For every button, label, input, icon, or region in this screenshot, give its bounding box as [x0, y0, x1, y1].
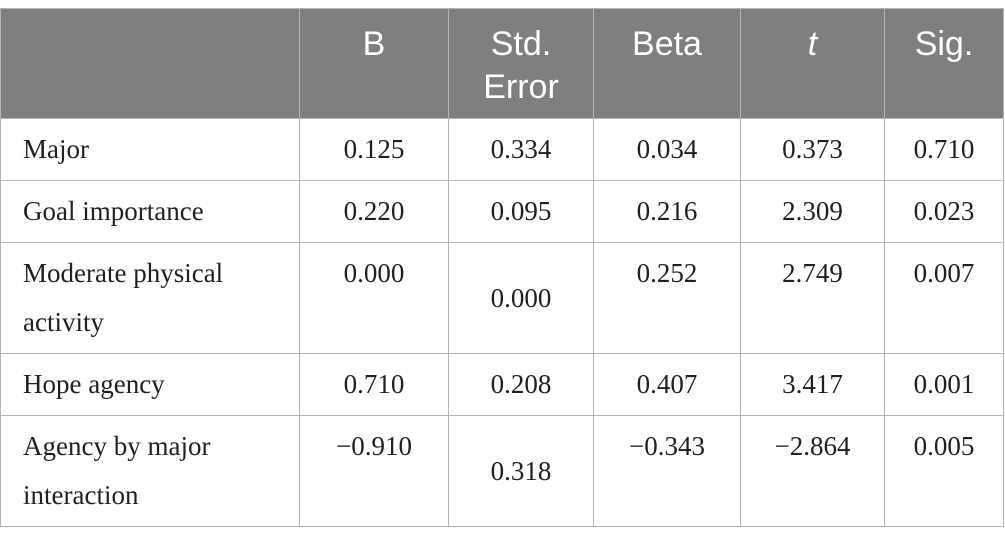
row-label: Goal importance — [0, 180, 300, 243]
row-label: Agency by major interaction — [0, 415, 300, 527]
cell-std-error: 0.095 — [448, 180, 594, 243]
corner-cell — [0, 8, 300, 119]
header-row: B Std. Error Beta t Sig. — [0, 8, 1004, 119]
cell-beta: −0.343 — [593, 415, 741, 527]
cell-sig: 0.007 — [884, 242, 1004, 354]
column-header-t: t — [740, 8, 885, 119]
cell-t: 2.309 — [740, 180, 885, 243]
cell-b: 0.000 — [299, 242, 449, 354]
cell-std-error: 0.334 — [448, 118, 594, 181]
row-label: Hope agency — [0, 353, 300, 416]
cell-beta: 0.407 — [593, 353, 741, 416]
cell-t: 2.749 — [740, 242, 885, 354]
cell-sig: 0.001 — [884, 353, 1004, 416]
table-row: Agency by major interaction −0.910 0.318… — [0, 415, 1004, 527]
table-row: Moderate physical activity 0.000 0.000 0… — [0, 242, 1004, 354]
cell-b: −0.910 — [299, 415, 449, 527]
cell-beta: 0.252 — [593, 242, 741, 354]
table-header: B Std. Error Beta t Sig. — [0, 8, 1004, 119]
cell-std-error: 0.000 — [448, 242, 594, 354]
table-row: Goal importance 0.220 0.095 0.216 2.309 … — [0, 180, 1004, 243]
cell-sig: 0.005 — [884, 415, 1004, 527]
table-body: Major 0.125 0.334 0.034 0.373 0.710 Goal… — [0, 118, 1004, 527]
column-header-beta: Beta — [593, 8, 741, 119]
cell-b: 0.710 — [299, 353, 449, 416]
cell-t: 3.417 — [740, 353, 885, 416]
column-header-std-error: Std. Error — [448, 8, 594, 119]
cell-b: 0.125 — [299, 118, 449, 181]
cell-sig: 0.710 — [884, 118, 1004, 181]
cell-std-error: 0.318 — [448, 415, 594, 527]
row-label: Moderate physical activity — [0, 242, 300, 354]
column-header-sig: Sig. — [884, 8, 1004, 119]
row-label: Major — [0, 118, 300, 181]
cell-b: 0.220 — [299, 180, 449, 243]
column-header-b: B — [299, 8, 449, 119]
cell-t: 0.373 — [740, 118, 885, 181]
cell-beta: 0.034 — [593, 118, 741, 181]
table-row: Major 0.125 0.334 0.034 0.373 0.710 — [0, 118, 1004, 181]
table-row: Hope agency 0.710 0.208 0.407 3.417 0.00… — [0, 353, 1004, 416]
cell-beta: 0.216 — [593, 180, 741, 243]
regression-table: B Std. Error Beta t Sig. Major 0.125 0.3… — [0, 8, 1004, 527]
cell-std-error: 0.208 — [448, 353, 594, 416]
cell-t: −2.864 — [740, 415, 885, 527]
cell-sig: 0.023 — [884, 180, 1004, 243]
